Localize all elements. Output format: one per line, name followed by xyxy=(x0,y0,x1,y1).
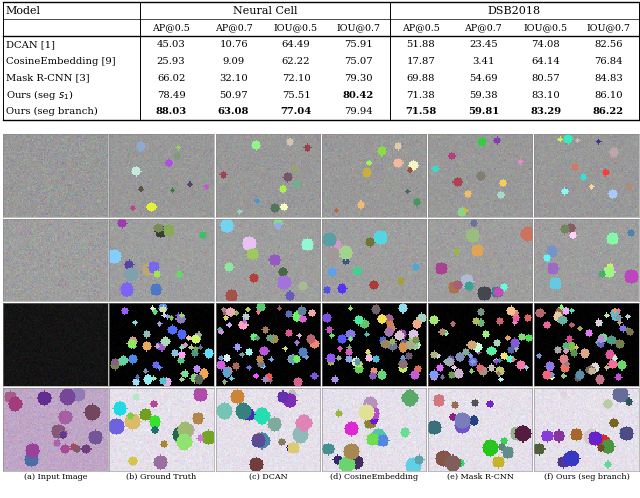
Text: IOU@0.7: IOU@0.7 xyxy=(586,23,630,32)
Text: 45.03: 45.03 xyxy=(157,40,186,49)
Text: 23.45: 23.45 xyxy=(469,40,498,49)
Text: AP@0.5: AP@0.5 xyxy=(152,23,190,32)
Text: 74.08: 74.08 xyxy=(532,40,560,49)
Text: 25.93: 25.93 xyxy=(157,57,186,66)
Text: Mask R-CNN [3]: Mask R-CNN [3] xyxy=(6,74,90,83)
Text: 32.10: 32.10 xyxy=(219,74,248,83)
Text: 66.02: 66.02 xyxy=(157,74,185,83)
Text: 71.58: 71.58 xyxy=(405,108,436,117)
Text: AP@0.7: AP@0.7 xyxy=(214,23,252,32)
Text: Neural Cell: Neural Cell xyxy=(232,6,297,16)
Text: Model: Model xyxy=(6,6,41,16)
Text: 88.03: 88.03 xyxy=(156,108,187,117)
Text: 75.51: 75.51 xyxy=(282,91,310,100)
Text: 64.14: 64.14 xyxy=(531,57,561,66)
X-axis label: (b) Ground Truth: (b) Ground Truth xyxy=(127,473,196,481)
Text: 80.57: 80.57 xyxy=(532,74,560,83)
Text: AP@0.7: AP@0.7 xyxy=(465,23,502,32)
Text: DCAN [1]: DCAN [1] xyxy=(6,40,55,49)
Text: 62.22: 62.22 xyxy=(282,57,310,66)
Text: 54.69: 54.69 xyxy=(469,74,498,83)
Text: 80.42: 80.42 xyxy=(343,91,374,100)
X-axis label: (d) CosineEmbedding: (d) CosineEmbedding xyxy=(330,473,418,481)
X-axis label: (c) DCAN: (c) DCAN xyxy=(248,473,287,481)
Text: 71.38: 71.38 xyxy=(406,91,435,100)
Text: 79.30: 79.30 xyxy=(344,74,372,83)
Text: 84.83: 84.83 xyxy=(594,74,623,83)
Text: Ours (seg branch): Ours (seg branch) xyxy=(6,108,98,117)
Text: 79.94: 79.94 xyxy=(344,108,373,117)
Text: 63.08: 63.08 xyxy=(218,108,249,117)
Text: IOU@0.5: IOU@0.5 xyxy=(274,23,318,32)
Text: 59.38: 59.38 xyxy=(469,91,498,100)
Text: 82.56: 82.56 xyxy=(594,40,623,49)
Text: 83.29: 83.29 xyxy=(531,108,561,117)
Text: 3.41: 3.41 xyxy=(472,57,495,66)
Text: AP@0.5: AP@0.5 xyxy=(402,23,440,32)
Text: 69.88: 69.88 xyxy=(406,74,435,83)
X-axis label: (f) Ours (seg branch): (f) Ours (seg branch) xyxy=(543,473,630,481)
Text: 83.10: 83.10 xyxy=(532,91,560,100)
Text: 77.04: 77.04 xyxy=(280,108,312,117)
Text: 75.07: 75.07 xyxy=(344,57,372,66)
Text: 50.97: 50.97 xyxy=(220,91,248,100)
Text: IOU@0.7: IOU@0.7 xyxy=(337,23,381,32)
X-axis label: (a) Input Image: (a) Input Image xyxy=(24,473,87,481)
Text: Ours (seg $s_1$): Ours (seg $s_1$) xyxy=(6,88,73,102)
Text: 17.87: 17.87 xyxy=(406,57,435,66)
Text: DSB2018: DSB2018 xyxy=(488,6,541,16)
Text: 10.76: 10.76 xyxy=(220,40,248,49)
Text: 86.10: 86.10 xyxy=(594,91,623,100)
X-axis label: (e) Mask R-CNN: (e) Mask R-CNN xyxy=(447,473,514,481)
Text: CosineEmbedding [9]: CosineEmbedding [9] xyxy=(6,57,115,66)
Text: IOU@0.5: IOU@0.5 xyxy=(524,23,568,32)
Text: 9.09: 9.09 xyxy=(223,57,244,66)
Text: 76.84: 76.84 xyxy=(594,57,623,66)
Text: 78.49: 78.49 xyxy=(157,91,186,100)
Text: 59.81: 59.81 xyxy=(468,108,499,117)
Text: 75.91: 75.91 xyxy=(344,40,373,49)
Text: 72.10: 72.10 xyxy=(282,74,310,83)
Text: 86.22: 86.22 xyxy=(593,108,624,117)
Text: 64.49: 64.49 xyxy=(282,40,310,49)
Text: 51.88: 51.88 xyxy=(406,40,435,49)
